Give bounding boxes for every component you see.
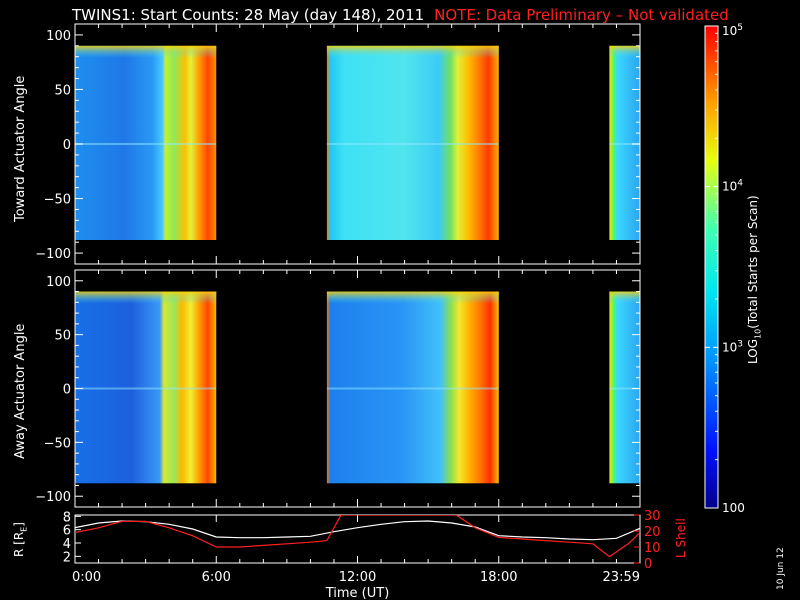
heatmap-top-band — [609, 291, 640, 304]
y-tick-label: −50 — [44, 193, 71, 208]
left-y-tick-label: 2 — [63, 550, 71, 565]
heatmap-top-band — [326, 45, 499, 58]
title-text: TWINS1: Start Counts: 28 May (day 148), … — [72, 6, 425, 24]
heatmap-top-band — [75, 291, 217, 304]
colorbar-label: LOG10(Total Starts per Scan) — [746, 195, 763, 364]
y-tick-label: 50 — [54, 329, 71, 344]
heatmap-block — [609, 45, 640, 241]
right-y-tick-label: 0 — [644, 557, 652, 572]
colorbar-tick-label: 105 — [722, 23, 743, 38]
orbit-right-ylabel: L Shell — [674, 518, 688, 558]
colorbar-tick-label: 104 — [722, 179, 743, 194]
date-stamp: 10 Jun 12 — [776, 547, 786, 590]
y-tick-label: 100 — [46, 275, 71, 290]
preliminary-note: NOTE: Data Preliminary – Not validated — [434, 6, 729, 24]
chart-title: TWINS1: Start Counts: 28 May (day 148), … — [72, 6, 729, 24]
left-y-tick-label: 8 — [63, 510, 71, 525]
heatmap-block — [326, 291, 499, 484]
heatmap-block — [75, 45, 217, 241]
y-tick-label: 50 — [54, 83, 71, 98]
left-y-tick-label: 6 — [63, 524, 71, 539]
y-tick-label: 100 — [46, 29, 71, 44]
colorbar-tick-label: 100 — [722, 501, 745, 515]
heatmap-top-band — [609, 45, 640, 58]
heatmap-top-band — [75, 45, 217, 58]
heatmap-block — [609, 291, 640, 484]
colorbar-tick-label: 103 — [722, 339, 743, 354]
toward-ylabel: Toward Actuator Angle — [13, 75, 28, 222]
x-tick-label: 18:00 — [480, 570, 517, 585]
orbit-left-ylabel: R [RE] — [12, 522, 29, 557]
colorbar: 105 104 103 100 — [704, 23, 745, 515]
right-y-tick-label: 30 — [644, 509, 661, 524]
heatmap-block — [75, 291, 217, 484]
orbit-frame — [74, 514, 641, 564]
x-axis-label: Time (UT) — [325, 586, 390, 600]
x-tick-label: 0:00 — [72, 570, 101, 585]
right-y-tick-label: 20 — [644, 525, 661, 540]
y-tick-label: 0 — [63, 138, 71, 153]
colorbar-gradient — [705, 26, 718, 508]
left-y-tick-label: 4 — [63, 537, 71, 552]
heatmap-block — [326, 45, 499, 241]
heatmap-top-band — [326, 291, 499, 304]
radius-series-line — [75, 520, 640, 541]
toward-heatmap-panel: 100 50 0 −50 −100 — [35, 23, 641, 265]
lshell-series-line — [75, 515, 640, 558]
x-tick-label: 12:00 — [339, 570, 376, 585]
y-tick-label: −100 — [35, 490, 71, 505]
away-heatmap-panel: 100 50 0 −50 −100 — [35, 269, 641, 508]
colorbar-frame — [704, 25, 719, 509]
x-tick-label: 6:00 — [202, 570, 231, 585]
y-tick-label: −50 — [44, 436, 71, 451]
x-tick-label: 23:59 — [603, 570, 640, 585]
right-y-tick-label: 10 — [644, 541, 661, 556]
y-tick-label: 0 — [63, 383, 71, 398]
away-ylabel: Away Actuator Angle — [13, 323, 28, 459]
y-tick-label: −100 — [35, 247, 71, 262]
